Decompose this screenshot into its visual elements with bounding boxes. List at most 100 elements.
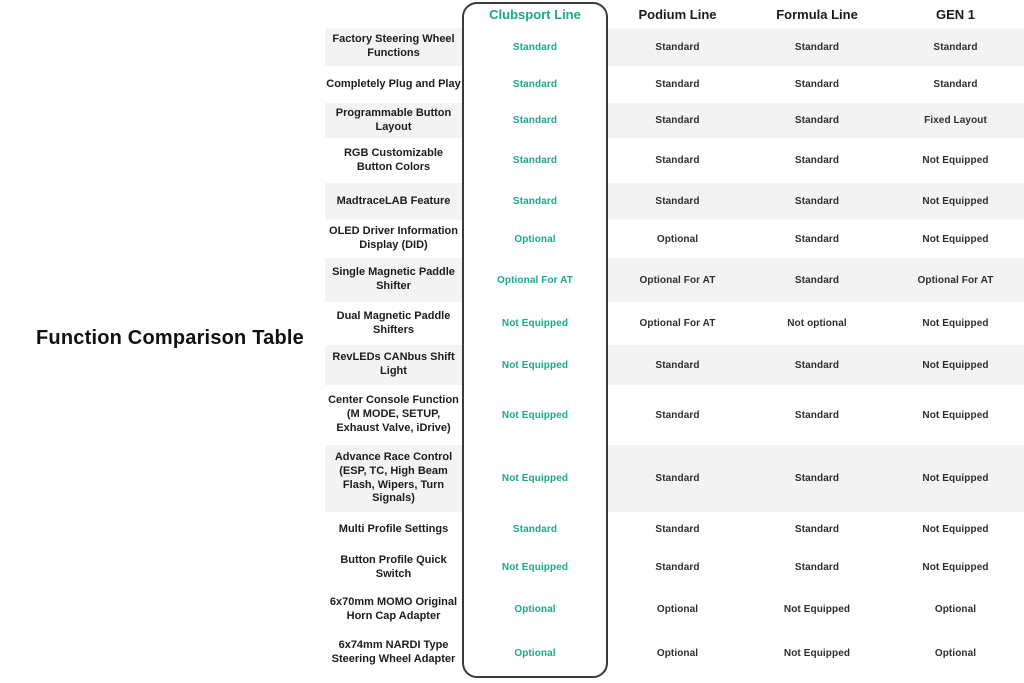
feature-label: 6x70mm MOMO Original Horn Cap Adapter (329, 595, 458, 622)
cell-podium: Standard (655, 524, 700, 535)
cell-formula: Standard (794, 524, 840, 535)
table-row: Center Console Function (M MODE, SETUP, … (325, 385, 1024, 445)
cell-podium: Standard (655, 115, 700, 126)
cell-clubsport: Standard (512, 79, 558, 90)
table-row: Factory Steering Wheel Functions Standard… (325, 28, 1024, 66)
cell-clubsport: Standard (512, 155, 558, 166)
feature-label: Center Console Function (M MODE, SETUP, … (328, 394, 459, 434)
cell-formula: Standard (794, 196, 840, 207)
cell-clubsport: Optional (514, 647, 556, 659)
cell-gen1: Optional (934, 647, 977, 659)
cell-podium: Standard (655, 409, 700, 421)
cell-podium: Optional (656, 647, 699, 659)
cell-formula: Standard (794, 233, 840, 245)
cell-gen1: Not Equipped (922, 562, 989, 573)
cell-formula: Not optional (787, 318, 847, 329)
table-row: Button Profile Quick Switch Not Equipped S… (325, 547, 1024, 588)
cell-gen1: Not Equipped (922, 359, 989, 371)
cell-gen1: Standard (933, 41, 978, 53)
cell-gen1: Not Equipped (922, 524, 989, 535)
feature-label: RevLEDs CANbus Shift Light (332, 351, 455, 377)
cell-gen1: Standard (933, 79, 978, 90)
cell-gen1: Not Equipped (922, 196, 989, 207)
table-row: RGB Customizable Button Colors Standard St… (325, 138, 1024, 183)
column-header-formula: Formula Line (776, 6, 858, 22)
column-header-clubsport: Clubsport Line (489, 6, 581, 22)
feature-label: Button Profile Quick Switch (340, 553, 447, 580)
cell-podium: Standard (655, 473, 700, 484)
cell-formula: Standard (794, 41, 840, 53)
table-row: OLED Driver Information Display (DID) Opt… (325, 220, 1024, 258)
table-row: Completely Plug and Play Standard Standard… (325, 66, 1024, 103)
cell-gen1: Not Equipped (922, 155, 989, 166)
cell-gen1: Not Equipped (922, 409, 989, 421)
cell-clubsport: Not Equipped (501, 359, 569, 371)
cell-podium: Standard (655, 79, 700, 90)
cell-formula: Standard (794, 79, 840, 90)
cell-podium: Optional For AT (639, 318, 716, 329)
feature-label: Factory Steering Wheel Functions (332, 33, 455, 59)
cell-clubsport: Not Equipped (501, 409, 569, 421)
feature-label: Multi Profile Settings (338, 522, 449, 535)
cell-podium: Standard (655, 155, 700, 166)
cell-clubsport: Optional For AT (497, 274, 573, 286)
cell-formula: Standard (794, 562, 840, 573)
cell-podium: Standard (655, 41, 700, 53)
page-title: Function Comparison Table (36, 327, 304, 349)
feature-label: 6x74mm NARDI Type Steering Wheel Adapter (331, 639, 456, 665)
feature-label: OLED Driver Information Display (DID) (329, 225, 458, 251)
cell-formula: Standard (794, 409, 840, 421)
cell-formula: Standard (794, 473, 840, 484)
cell-gen1: Not Equipped (922, 473, 989, 484)
cell-gen1: Not Equipped (922, 233, 989, 245)
cell-clubsport: Optional (514, 233, 556, 245)
feature-label: RGB Customizable Button Colors (343, 146, 443, 173)
table-row: Multi Profile Settings Standard Standard St… (325, 512, 1024, 547)
table-row: Single Magnetic Paddle Shifter Optional F… (325, 258, 1024, 302)
cell-podium: Standard (655, 562, 700, 573)
feature-label: Programmable Button Layout (335, 106, 452, 133)
table-row: MadtraceLAB Feature Standard Standard Stand… (325, 183, 1024, 220)
column-header-podium: Podium Line (638, 6, 717, 22)
cell-podium: Optional (656, 604, 699, 615)
cell-gen1: Optional (934, 604, 977, 615)
feature-label: MadtraceLAB Feature (336, 194, 451, 207)
cell-podium: Standard (655, 196, 700, 207)
cell-clubsport: Not Equipped (501, 318, 569, 329)
table-row: Dual Magnetic Paddle Shifters Not Equippe… (325, 302, 1024, 345)
cell-clubsport: Standard (512, 524, 558, 535)
cell-gen1: Fixed Layout (924, 115, 987, 126)
cell-clubsport: Standard (512, 115, 558, 126)
cell-formula: Standard (794, 274, 840, 286)
cell-podium: Standard (655, 359, 700, 371)
column-header-gen1: GEN 1 (935, 6, 975, 22)
cell-podium: Optional For AT (639, 274, 716, 286)
table-row: Programmable Button Layout Standard Standa… (325, 103, 1024, 138)
cell-clubsport: Not Equipped (501, 473, 569, 484)
cell-clubsport: Standard (512, 196, 558, 207)
table-row: Advance Race Control (ESP, TC, High Beam… (325, 445, 1024, 512)
cell-formula: Not Equipped (783, 604, 851, 615)
cell-podium: Optional (656, 233, 699, 245)
feature-label: Advance Race Control (ESP, TC, High Beam… (334, 451, 453, 505)
table-row: 6x70mm MOMO Original Horn Cap Adapter Opt… (325, 588, 1024, 631)
feature-label: Single Magnetic Paddle Shifter (332, 266, 455, 292)
cell-clubsport: Optional (514, 604, 556, 615)
cell-gen1: Not Equipped (922, 318, 989, 329)
comparison-table: Clubsport Line Podium Line Formula Line … (325, 0, 1024, 683)
clubsport-highlight-box (462, 2, 608, 678)
cell-formula: Standard (794, 115, 840, 126)
cell-clubsport: Not Equipped (501, 562, 569, 573)
feature-column-spacer (325, 0, 462, 28)
table-body: Factory Steering Wheel Functions Standard… (325, 28, 1024, 675)
cell-formula: Not Equipped (783, 647, 851, 659)
cell-clubsport: Standard (512, 41, 558, 53)
table-row: 6x74mm NARDI Type Steering Wheel Adapter… (325, 631, 1024, 675)
cell-formula: Standard (794, 155, 840, 166)
cell-formula: Standard (794, 359, 840, 371)
table-row: RevLEDs CANbus Shift Light Not Equipped St… (325, 345, 1024, 385)
cell-gen1: Optional For AT (917, 274, 994, 286)
table-header-row: Clubsport Line Podium Line Formula Line … (325, 0, 1024, 28)
feature-label: Completely Plug and Play (326, 77, 461, 90)
